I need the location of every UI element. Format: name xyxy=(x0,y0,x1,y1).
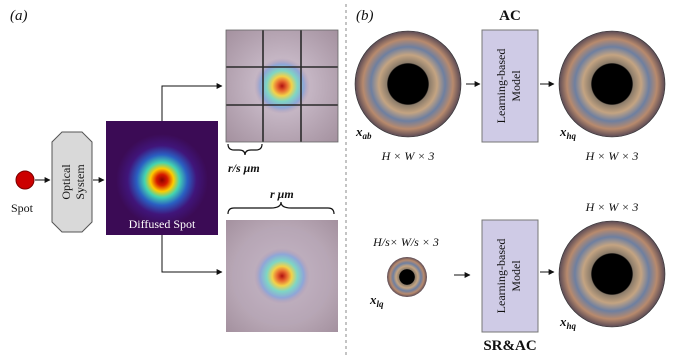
srac-title: SR&AC xyxy=(483,338,536,354)
panel-a-label: (a) xyxy=(10,8,28,24)
spot-label: Spot xyxy=(11,201,34,215)
input-fisheye-image xyxy=(355,31,461,137)
grid-spot-blob xyxy=(254,58,310,114)
srac-output-fisheye xyxy=(559,221,665,327)
input-dims-small: H/s× W/s × 3 xyxy=(372,235,439,249)
diffused-spot-blob xyxy=(116,134,208,226)
small-scale-label: r/s μm xyxy=(228,161,260,175)
optical-system-block xyxy=(51,131,93,233)
output-dims-ac: H × W × 3 xyxy=(585,149,639,163)
srac-model-line1: Learning-based xyxy=(494,239,508,314)
optical-system-line2: System xyxy=(73,164,87,200)
arrow-to-large-spot xyxy=(161,235,223,275)
large-scale-brace xyxy=(227,201,335,215)
diffused-spot-label: Diffused Spot xyxy=(129,217,196,231)
x-hq-label-srac: xhq xyxy=(559,314,577,331)
input-dims: H × W × 3 xyxy=(381,149,435,163)
large-spot-blob xyxy=(254,248,310,304)
grid-lines xyxy=(226,30,338,142)
ac-model-line1: Learning-based xyxy=(494,49,508,124)
optical-system-line1: Optical xyxy=(59,164,73,200)
spot-dot xyxy=(15,170,35,190)
output-fisheye-image xyxy=(559,31,665,137)
ac-title: AC xyxy=(499,8,521,24)
x-lq-label: xlq xyxy=(369,292,384,309)
output-dims-srac: H × W × 3 xyxy=(585,200,639,214)
srac-model-block xyxy=(481,219,539,333)
x-hq-label-ac: xhq xyxy=(559,124,577,141)
small-input-fisheye xyxy=(387,257,427,297)
arrow-to-small-grid xyxy=(161,83,223,121)
large-scale-label: r μm xyxy=(270,187,294,201)
small-scale-brace xyxy=(227,143,263,156)
ac-model-block xyxy=(481,29,539,143)
ac-model-line2: Model xyxy=(509,70,523,102)
grid-spot-frame xyxy=(225,29,339,143)
x-ab-label: xab xyxy=(355,124,372,141)
srac-model-line2: Model xyxy=(509,260,523,292)
panel-b-label: (b) xyxy=(356,8,374,24)
